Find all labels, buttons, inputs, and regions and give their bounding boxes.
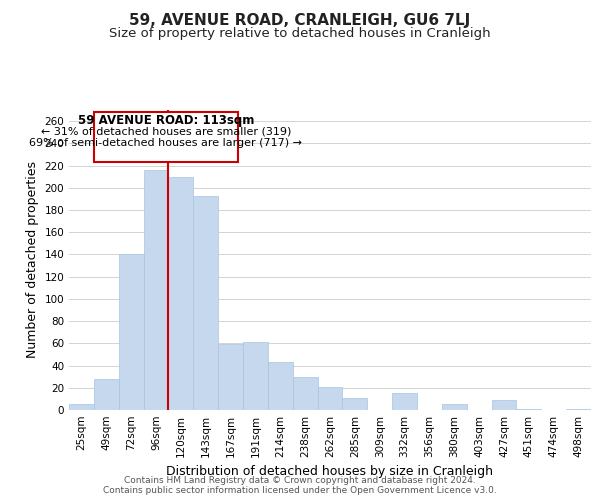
Text: Contains public sector information licensed under the Open Government Licence v3: Contains public sector information licen… <box>103 486 497 495</box>
Bar <box>566 409 591 410</box>
Bar <box>143 170 169 410</box>
Bar <box>343 398 367 410</box>
Text: ← 31% of detached houses are smaller (319): ← 31% of detached houses are smaller (31… <box>41 126 291 136</box>
Text: 59, AVENUE ROAD, CRANLEIGH, GU6 7LJ: 59, AVENUE ROAD, CRANLEIGH, GU6 7LJ <box>130 12 470 28</box>
Bar <box>491 400 517 410</box>
Bar <box>517 409 541 410</box>
Bar <box>293 376 317 410</box>
X-axis label: Distribution of detached houses by size in Cranleigh: Distribution of detached houses by size … <box>167 466 493 478</box>
Bar <box>218 344 243 410</box>
Bar <box>442 404 467 410</box>
Text: 59 AVENUE ROAD: 113sqm: 59 AVENUE ROAD: 113sqm <box>78 114 254 128</box>
Text: 69% of semi-detached houses are larger (717) →: 69% of semi-detached houses are larger (… <box>29 138 302 148</box>
Bar <box>94 379 119 410</box>
Bar <box>268 362 293 410</box>
Bar <box>243 342 268 410</box>
Bar <box>193 196 218 410</box>
Text: Size of property relative to detached houses in Cranleigh: Size of property relative to detached ho… <box>109 28 491 40</box>
Bar <box>392 394 417 410</box>
Bar <box>169 176 193 410</box>
Bar <box>69 404 94 410</box>
Bar <box>317 386 343 410</box>
FancyBboxPatch shape <box>94 112 238 162</box>
Bar <box>119 254 143 410</box>
Text: Contains HM Land Registry data © Crown copyright and database right 2024.: Contains HM Land Registry data © Crown c… <box>124 476 476 485</box>
Y-axis label: Number of detached properties: Number of detached properties <box>26 162 39 358</box>
